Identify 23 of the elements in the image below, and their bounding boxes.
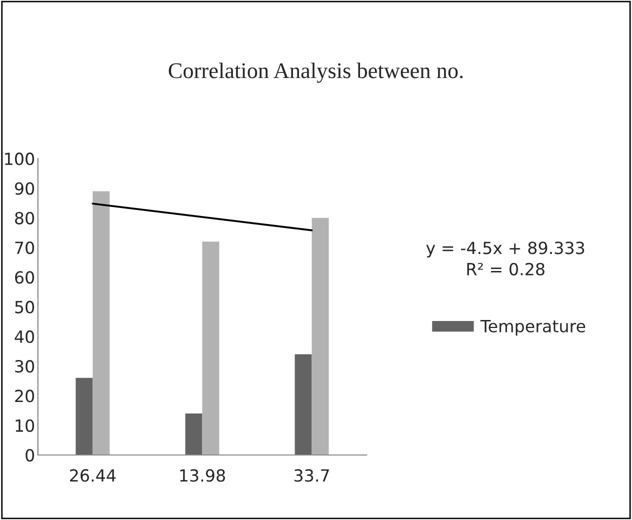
y-tick-label: 20 bbox=[15, 390, 34, 402]
x-tick-label: 33.7 bbox=[294, 469, 329, 482]
y-tick-label: 10 bbox=[16, 419, 34, 432]
chart-title: Correlation Analysis between no. bbox=[168, 62, 463, 83]
y-tick-label: 90 bbox=[14, 182, 34, 195]
y-tick-label: 60 bbox=[15, 271, 34, 284]
bar bbox=[92, 191, 110, 455]
y-tick-label: 70 bbox=[15, 241, 34, 254]
bar bbox=[202, 242, 220, 455]
bar bbox=[294, 354, 312, 455]
y-tick-label: 50 bbox=[15, 300, 34, 314]
bar bbox=[76, 378, 93, 455]
bar bbox=[185, 414, 202, 455]
x-tick-label: 26.44 bbox=[70, 469, 116, 482]
y-tick-label: 100 bbox=[5, 152, 34, 166]
bar bbox=[312, 218, 329, 455]
y-tick-label: 80 bbox=[15, 212, 34, 224]
y-tick-label: 30 bbox=[15, 360, 34, 373]
legend-label: Temperature bbox=[480, 320, 586, 336]
text: y = -4.5x + 89.333 R² = 0.28 bbox=[426, 242, 584, 276]
x-tick-label: 13.98 bbox=[180, 469, 225, 482]
y-tick-label: 0 bbox=[26, 448, 34, 462]
y-tick-label: 40 bbox=[14, 330, 34, 344]
